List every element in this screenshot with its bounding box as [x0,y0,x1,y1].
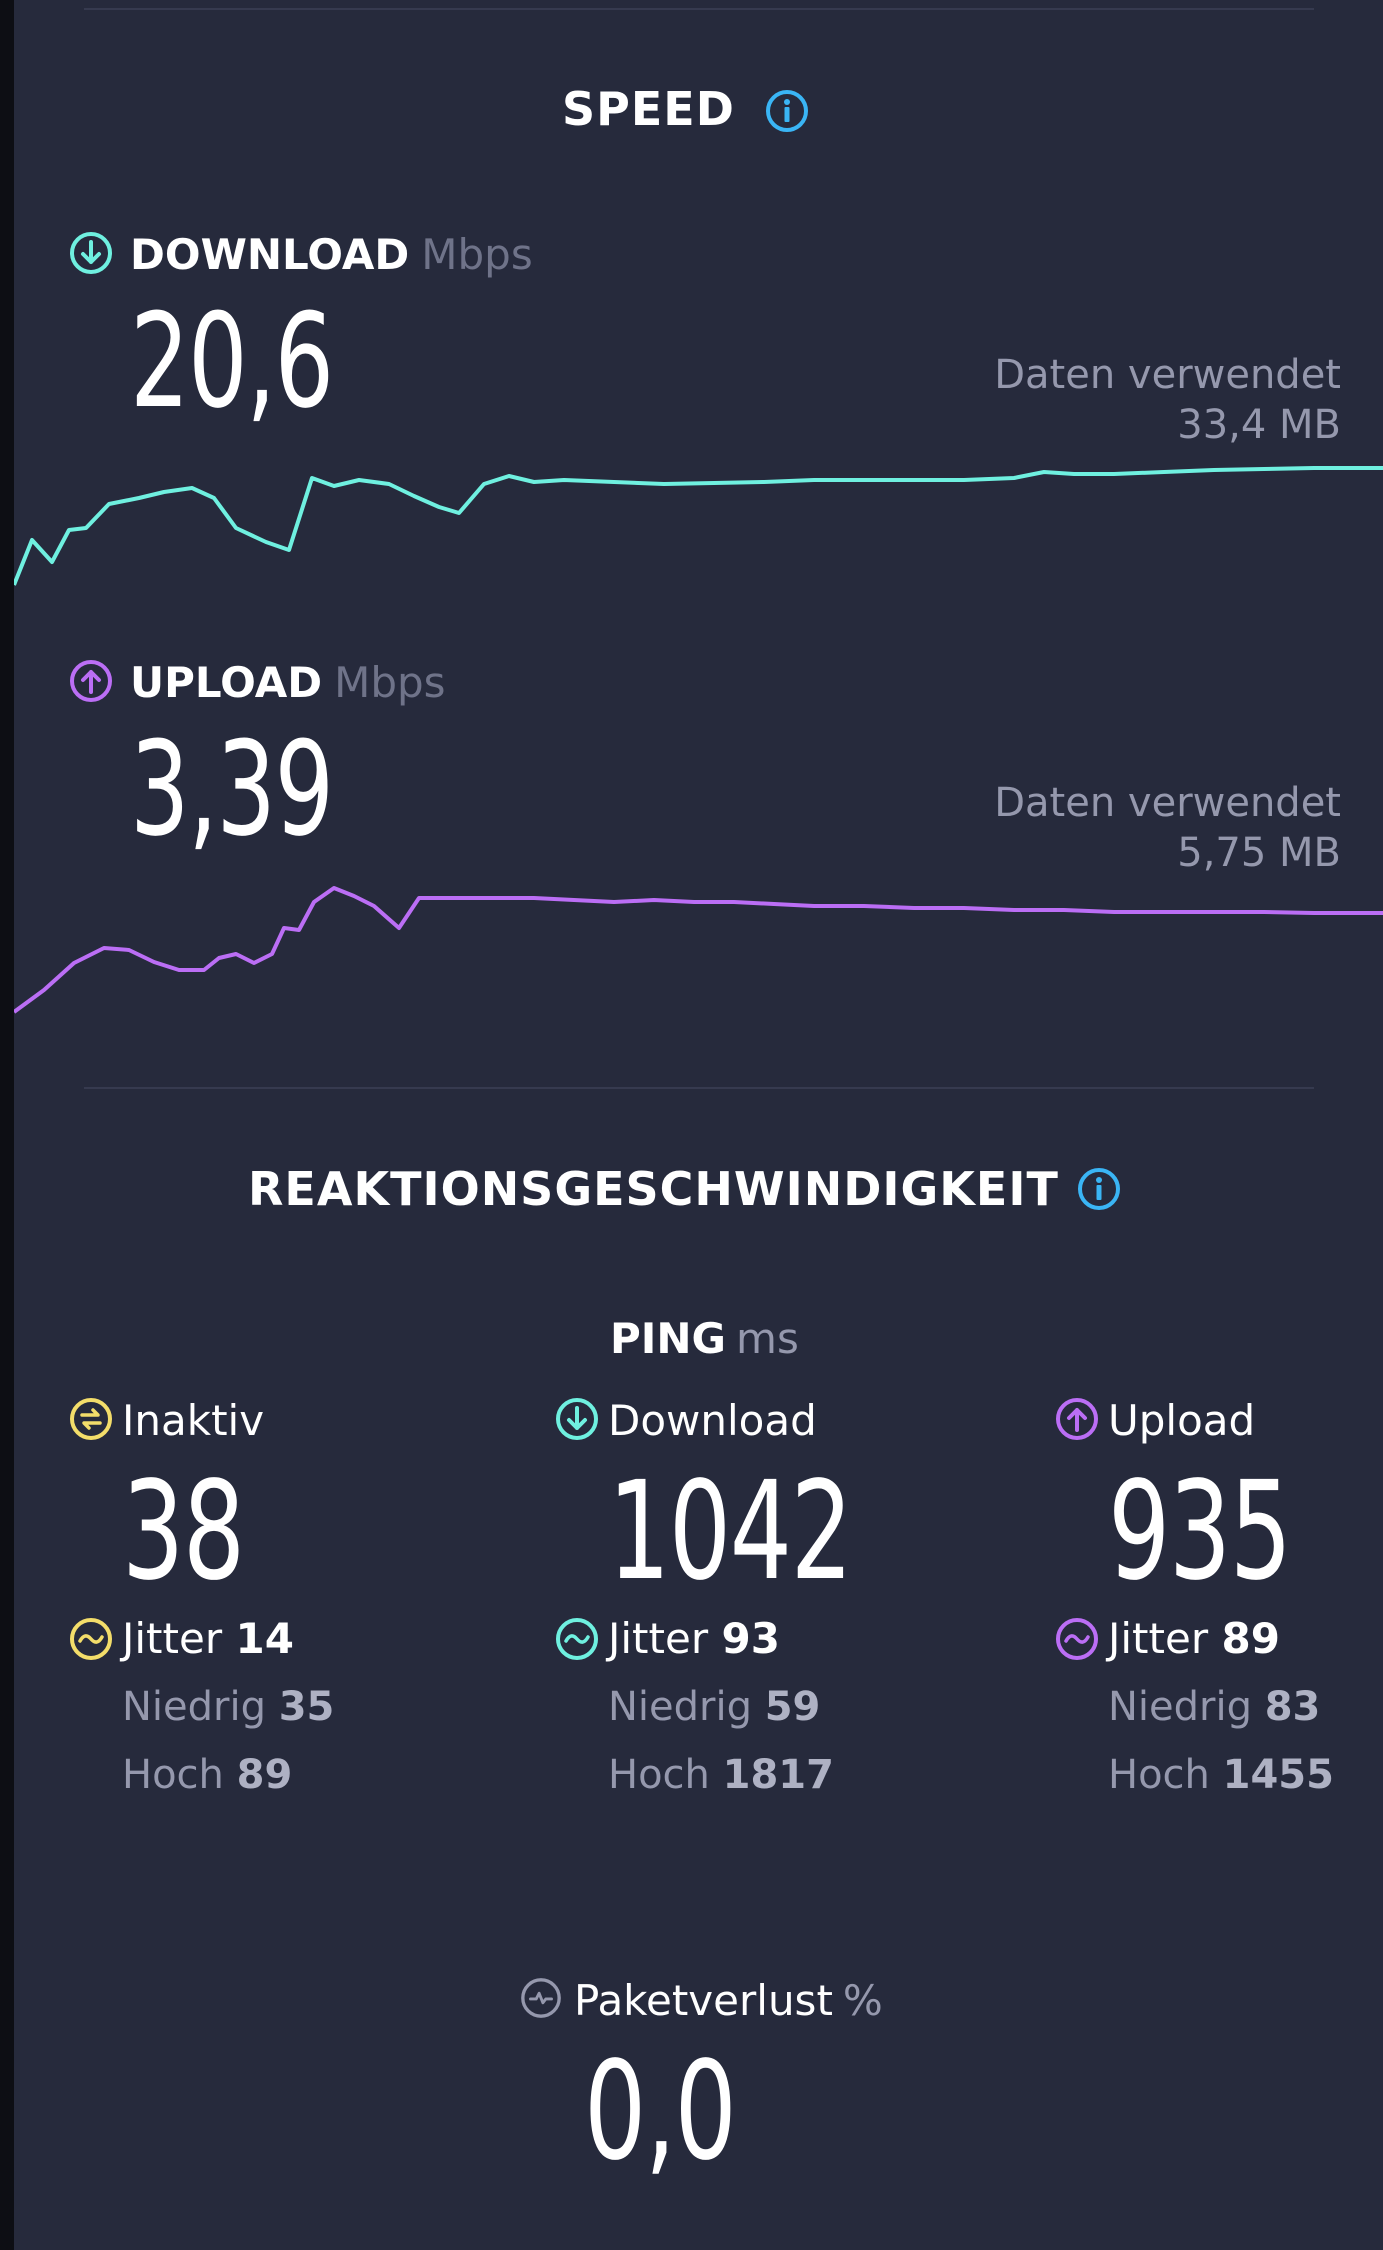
upload-label: UPLOAD Mbps [130,658,446,707]
jitter-label: Jitter [122,1614,223,1663]
ping-upload-low: Niedrig 83 [1108,1684,1320,1730]
ping-download-high: Hoch 1817 [608,1752,834,1798]
high-value: 1817 [722,1752,834,1798]
download-label-text: DOWNLOAD [130,230,410,279]
ping-download-low: Niedrig 59 [608,1684,820,1730]
ping-upload-label: Upload [1108,1396,1256,1445]
jitter-value: 93 [721,1614,780,1663]
packet-loss-label-text: Paketverlust [574,1976,833,2025]
download-label: DOWNLOAD Mbps [130,230,533,279]
upload-data-used-label: Daten verwendet [994,780,1341,826]
low-label: Niedrig [122,1684,266,1730]
ping-download-jitter: Jitter 93 [608,1614,780,1663]
jitter-wave-icon [1056,1618,1098,1660]
responsiveness-info-icon[interactable] [1076,1166,1122,1212]
low-value: 59 [764,1684,821,1730]
packet-loss-value: 0,0 [584,2033,737,2191]
ping-idle-label: Inaktiv [122,1396,265,1445]
ping-download-label: Download [608,1396,817,1445]
upload-arrow-icon [1056,1398,1098,1440]
speedtest-results-screen: SPEED DOWNLOAD Mbps 20,6 Daten verwendet … [14,0,1383,2250]
high-value: 1455 [1222,1752,1334,1798]
upload-label-text: UPLOAD [130,658,323,707]
ping-download-value: 1042 [608,1453,853,1611]
high-label: Hoch [1108,1752,1210,1798]
download-speed-graph [14,466,1383,586]
middle-divider [84,1087,1314,1089]
jitter-wave-icon [70,1618,112,1660]
jitter-value: 14 [235,1614,294,1663]
ping-idle-low: Niedrig 35 [122,1684,334,1730]
upload-speed-value: 3,39 [130,713,334,865]
speed-section-title: SPEED [562,82,735,136]
download-data-used: Daten verwendet 33,4 MB [994,350,1341,450]
ping-idle-jitter: Jitter 14 [122,1614,294,1663]
upload-speed-graph [14,886,1383,1014]
top-divider [84,8,1314,10]
high-value: 89 [236,1752,293,1798]
ping-unit: ms [736,1314,799,1363]
upload-data-used: Daten verwendet 5,75 MB [994,778,1341,878]
upload-data-used-value: 5,75 MB [1177,830,1341,876]
jitter-wave-icon [556,1618,598,1660]
idle-icon [70,1398,112,1440]
ping-idle-value: 38 [122,1453,245,1611]
packet-loss-icon [521,1978,561,2018]
download-arrow-icon [556,1398,598,1440]
speed-info-icon[interactable] [764,88,810,134]
ping-idle-high: Hoch 89 [122,1752,292,1798]
ping-label-text: PING [610,1314,727,1363]
low-label: Niedrig [1108,1684,1252,1730]
packet-loss-unit: % [842,1976,883,2025]
packet-loss-label: Paketverlust% [574,1976,883,2025]
jitter-label: Jitter [608,1614,709,1663]
download-speed-value: 20,6 [130,285,334,437]
download-data-used-value: 33,4 MB [1177,402,1341,448]
jitter-value: 89 [1221,1614,1280,1663]
low-value: 35 [278,1684,335,1730]
low-label: Niedrig [608,1684,752,1730]
low-value: 83 [1264,1684,1321,1730]
upload-unit: Mbps [334,658,446,707]
ping-upload-high: Hoch 1455 [1108,1752,1334,1798]
high-label: Hoch [608,1752,710,1798]
upload-arrow-icon [70,660,112,702]
ping-upload-jitter: Jitter 89 [1108,1614,1280,1663]
responsiveness-section-title: REAKTIONSGESCHWINDIGKEIT [248,1162,1059,1216]
high-label: Hoch [122,1752,224,1798]
download-data-used-label: Daten verwendet [994,352,1341,398]
download-arrow-icon [70,232,112,274]
ping-upload-value: 935 [1108,1453,1292,1611]
download-unit: Mbps [421,230,533,279]
ping-label: PING ms [610,1314,799,1363]
jitter-label: Jitter [1108,1614,1209,1663]
